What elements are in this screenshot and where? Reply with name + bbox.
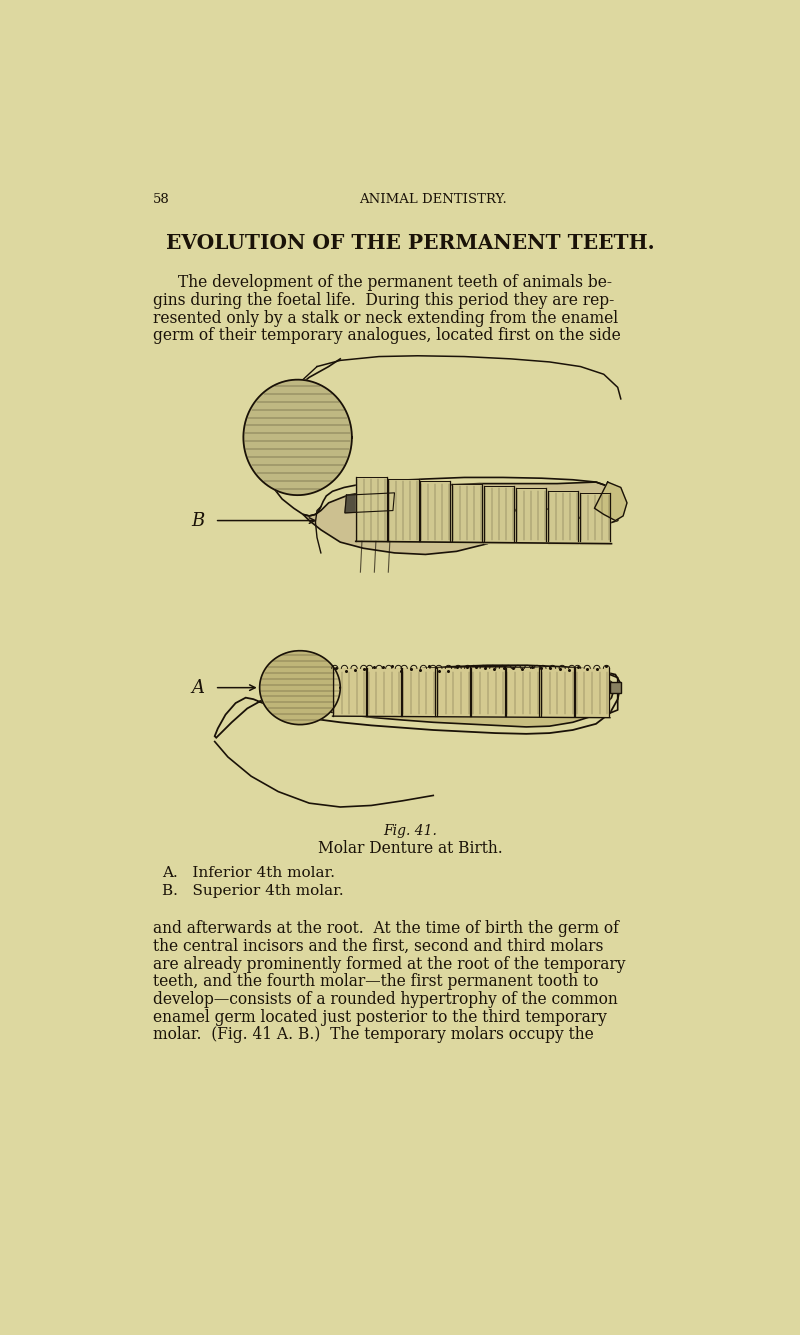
Text: develop—consists of a rounded hypertrophy of the common: develop—consists of a rounded hypertroph…: [153, 991, 618, 1008]
Text: are already prominently formed at the root of the temporary: are already prominently formed at the ro…: [153, 956, 626, 973]
Text: teeth, and the fourth molar—the first permanent tooth to: teeth, and the fourth molar—the first pe…: [153, 973, 598, 991]
Bar: [610, 682, 621, 693]
Text: resented only by a stalk or neck extending from the enamel: resented only by a stalk or neck extendi…: [153, 310, 618, 327]
Polygon shape: [541, 669, 574, 716]
Text: 58: 58: [153, 192, 170, 206]
Polygon shape: [471, 669, 505, 716]
Text: B.   Superior 4th molar.: B. Superior 4th molar.: [162, 884, 344, 898]
Polygon shape: [356, 477, 386, 542]
Polygon shape: [506, 669, 539, 716]
Polygon shape: [452, 483, 482, 542]
Text: A: A: [192, 678, 205, 697]
Text: enamel germ located just posterior to the third temporary: enamel germ located just posterior to th…: [153, 1009, 606, 1025]
Polygon shape: [575, 669, 609, 716]
Polygon shape: [402, 669, 435, 716]
Text: ANIMAL DENTISTRY.: ANIMAL DENTISTRY.: [359, 192, 507, 206]
Text: Molar Denture at Birth.: Molar Denture at Birth.: [318, 840, 502, 857]
Polygon shape: [388, 479, 418, 542]
Polygon shape: [367, 669, 401, 716]
Polygon shape: [295, 668, 615, 728]
Text: B: B: [191, 511, 205, 530]
Polygon shape: [484, 486, 514, 543]
Text: EVOLUTION OF THE PERMANENT TEETH.: EVOLUTION OF THE PERMANENT TEETH.: [166, 234, 654, 254]
Polygon shape: [437, 669, 470, 716]
Polygon shape: [333, 669, 366, 716]
Text: the central incisors and the first, second and third molars: the central incisors and the first, seco…: [153, 939, 603, 955]
Polygon shape: [303, 482, 618, 554]
Polygon shape: [515, 489, 546, 543]
Polygon shape: [579, 493, 610, 545]
Text: germ of their temporary analogues, located first on the side: germ of their temporary analogues, locat…: [153, 327, 621, 344]
Polygon shape: [243, 379, 352, 495]
Text: and afterwards at the root.  At the time of birth the germ of: and afterwards at the root. At the time …: [153, 920, 618, 937]
Text: The development of the permanent teeth of animals be-: The development of the permanent teeth o…: [178, 274, 611, 291]
Polygon shape: [594, 482, 627, 521]
Polygon shape: [345, 493, 394, 513]
Polygon shape: [420, 482, 450, 542]
Text: gins during the foetal life.  During this period they are rep-: gins during the foetal life. During this…: [153, 292, 614, 308]
Polygon shape: [260, 650, 340, 725]
Polygon shape: [547, 490, 578, 543]
Text: A.   Inferior 4th molar.: A. Inferior 4th molar.: [162, 866, 335, 880]
Text: Fig. 41.: Fig. 41.: [383, 824, 437, 838]
Text: molar.  (Fig. 41 A. B.)  The temporary molars occupy the: molar. (Fig. 41 A. B.) The temporary mol…: [153, 1027, 594, 1044]
Polygon shape: [214, 665, 621, 738]
